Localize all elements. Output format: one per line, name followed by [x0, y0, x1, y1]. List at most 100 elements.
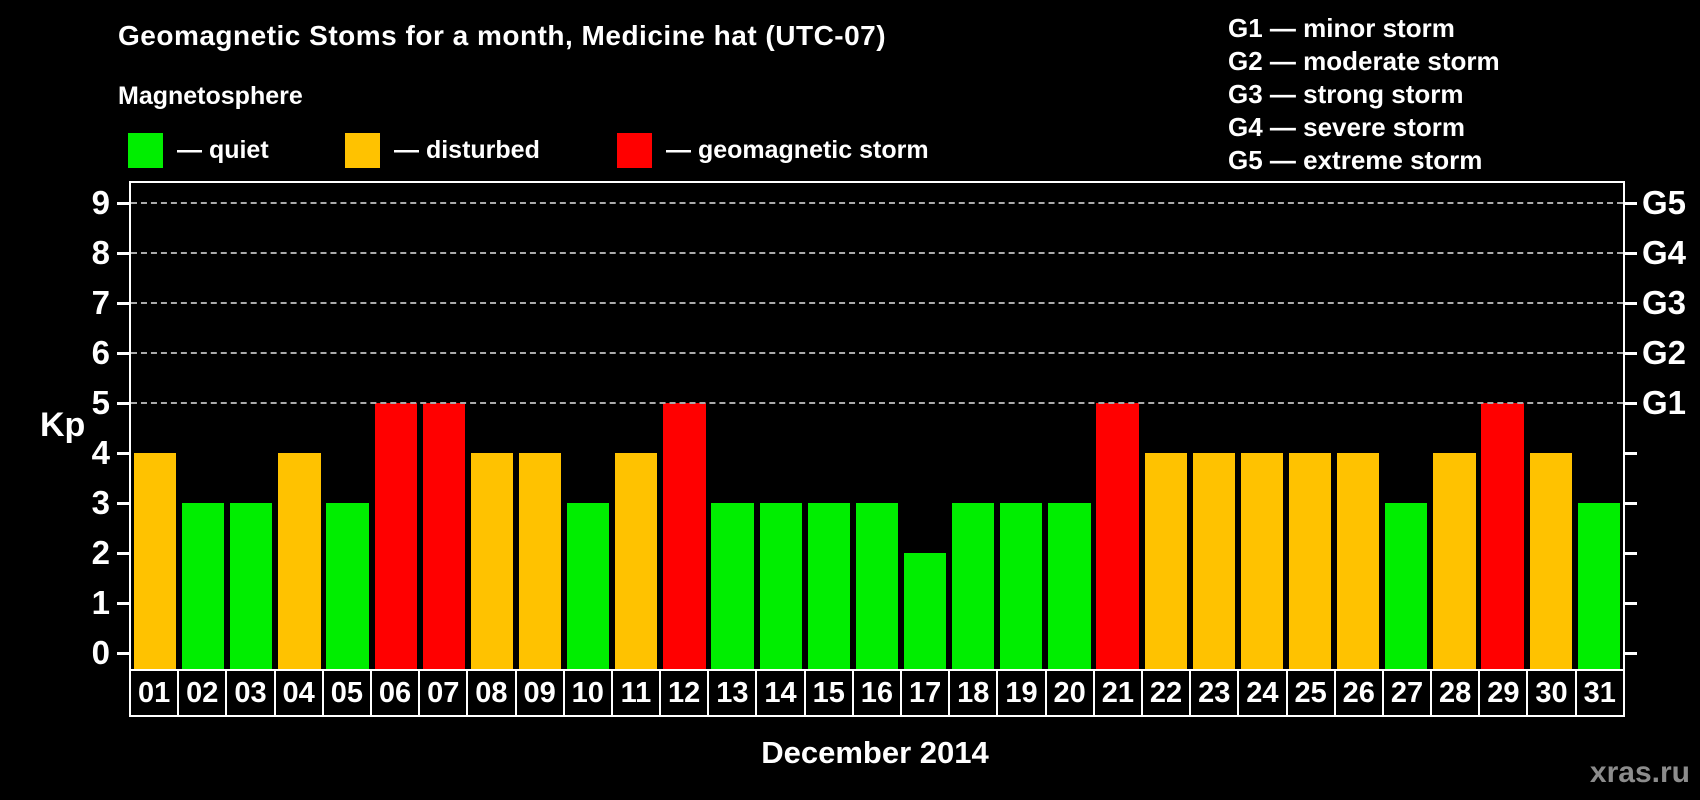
y-tick-right-9	[1625, 202, 1637, 205]
day-label-15: 15	[806, 671, 854, 715]
right-axis-label-g3: G3	[1642, 284, 1687, 321]
bar-day-07	[422, 403, 465, 669]
y-tick-left-2	[117, 552, 129, 555]
magnetosphere-legend-heading: Magnetosphere	[118, 82, 303, 110]
day-label-28: 28	[1432, 671, 1481, 715]
g-legend-line-g2: G2 — moderate storm	[1228, 46, 1500, 76]
bar-slot-24	[1238, 183, 1286, 669]
x-axis-title: December 2014	[761, 735, 989, 770]
day-label-10: 10	[565, 671, 613, 715]
day-label-14: 14	[757, 671, 806, 715]
bar-slot-20	[1045, 183, 1093, 669]
bar-day-15	[807, 503, 850, 669]
bar-slot-19	[997, 183, 1045, 669]
bar-day-17	[903, 553, 947, 669]
bar-day-30	[1529, 453, 1572, 669]
day-label-02: 02	[179, 671, 228, 715]
day-label-26: 26	[1336, 671, 1384, 715]
day-label-19: 19	[998, 671, 1047, 715]
legend-item-quiet: — quiet	[128, 131, 269, 169]
day-label-18: 18	[950, 671, 999, 715]
bar-day-12	[663, 403, 706, 669]
y-tick-left-3	[117, 502, 129, 505]
bar-day-28	[1433, 453, 1476, 669]
g-scale-legend: G1 — minor storm G2 — moderate storm G3 …	[1228, 12, 1500, 177]
bar-day-14	[759, 503, 802, 669]
bar-slot-14	[757, 183, 805, 669]
gridline-kp6	[131, 352, 1623, 354]
day-label-27: 27	[1384, 671, 1433, 715]
y-tick-right-1	[1625, 602, 1637, 605]
g-legend-line-g3: G3 — strong storm	[1228, 79, 1464, 109]
bar-slot-06	[372, 183, 420, 669]
gridline-kp9	[131, 202, 1623, 204]
right-axis-label-g1: G1	[1642, 384, 1687, 421]
bar-day-03	[230, 503, 273, 669]
bar-slot-15	[805, 183, 853, 669]
day-label-17: 17	[902, 671, 951, 715]
x-axis-day-labels: 01 02 03 04 05 06 07 08 09 10 11 12 13 14 15 16 17 18 19 20…	[129, 669, 1625, 717]
y-tick-label-3: 3	[91, 484, 110, 521]
g-legend-line-g1: G1 — minor storm	[1228, 13, 1455, 43]
day-label-31: 31	[1583, 676, 1616, 709]
y-tick-left-0	[117, 652, 129, 655]
bar-slot-10	[564, 183, 612, 669]
day-label-03: 03	[227, 671, 276, 715]
bar-slot-13	[709, 183, 757, 669]
y-tick-right-7	[1625, 302, 1637, 305]
bar-slot-30	[1527, 183, 1575, 669]
day-label-06: 06	[372, 671, 421, 715]
bar-day-21	[1096, 403, 1139, 669]
watermark: xras.ru	[1589, 756, 1690, 789]
gridline-kp7	[131, 302, 1623, 304]
day-label-11: 11	[613, 671, 662, 715]
bar-day-04	[278, 453, 321, 669]
y-tick-right-8	[1625, 252, 1637, 255]
chart-title: Geomagnetic Stoms for a month, Medicine …	[118, 20, 887, 51]
gridline-kp5	[131, 402, 1623, 404]
legend-label-quiet: — quiet	[177, 135, 269, 164]
right-axis-label-g5: G5	[1642, 184, 1687, 221]
bar-slot-16	[853, 183, 901, 669]
bar-day-08	[470, 453, 514, 669]
bar-slot-28	[1430, 183, 1478, 669]
y-tick-label-1: 1	[91, 584, 110, 621]
y-tick-right-0	[1625, 652, 1637, 655]
bar-day-26	[1337, 453, 1380, 669]
y-tick-label-7: 7	[91, 284, 110, 321]
day-label-16: 16	[854, 671, 902, 715]
day-label-04: 04	[276, 671, 324, 715]
bar-day-19	[1000, 503, 1043, 669]
bar-day-20	[1048, 503, 1091, 669]
day-label-20: 20	[1047, 671, 1095, 715]
bar-day-23	[1192, 453, 1235, 669]
y-tick-left-6	[117, 352, 129, 355]
bar-slot-25	[1286, 183, 1334, 669]
day-label-29: 29	[1480, 671, 1529, 715]
bar-slot-23	[1190, 183, 1238, 669]
y-tick-label-0: 0	[91, 634, 110, 671]
disturbed-color-swatch	[345, 132, 380, 168]
legend-label-storm: — geomagnetic storm	[666, 135, 929, 164]
bar-day-25	[1288, 453, 1332, 669]
bars-container	[131, 183, 1623, 669]
y-tick-right-5	[1625, 402, 1637, 405]
bar-day-02	[182, 503, 225, 669]
bar-day-05	[326, 503, 369, 669]
day-label-21: 21	[1095, 671, 1143, 715]
y-tick-right-2	[1625, 552, 1637, 555]
g-legend-line-g5: G5 — extreme storm	[1228, 145, 1483, 175]
y-tick-left-7	[117, 302, 129, 305]
bar-slot-18	[949, 183, 997, 669]
bar-slot-21	[1094, 183, 1142, 669]
day-label-12: 12	[661, 671, 710, 715]
day-label-05: 05	[324, 671, 372, 715]
bar-day-16	[855, 503, 899, 669]
day-label-30: 30	[1528, 671, 1577, 715]
bar-day-11	[615, 453, 658, 669]
bar-day-01	[133, 453, 177, 669]
bar-day-22	[1144, 453, 1187, 669]
right-axis-label-g2: G2	[1642, 334, 1687, 371]
bar-slot-05	[324, 183, 372, 669]
